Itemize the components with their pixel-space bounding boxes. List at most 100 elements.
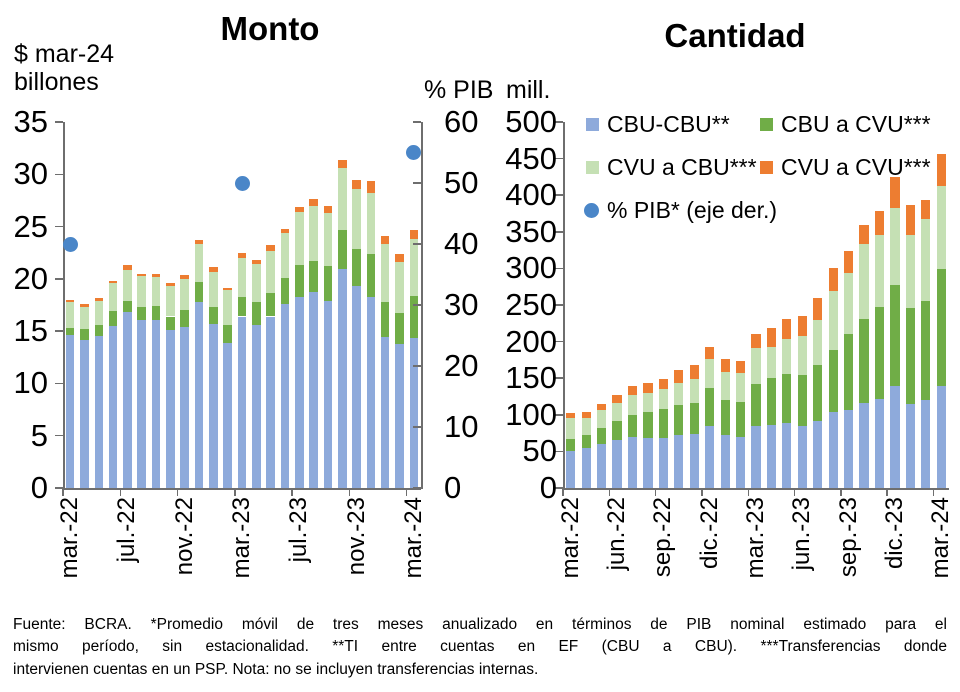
bar-segment xyxy=(137,307,147,320)
bar-segment xyxy=(123,265,132,271)
bar-segment xyxy=(94,336,104,488)
x-axis-category-label: mar.-24 xyxy=(927,497,955,579)
bar-segment xyxy=(674,434,684,488)
legend-item: CVU a CBU*** xyxy=(586,153,757,181)
bar-segment xyxy=(813,420,823,488)
bar-segment xyxy=(720,371,730,401)
axis-tick xyxy=(55,382,63,385)
bar-segment xyxy=(658,378,668,390)
bar-segment xyxy=(936,186,946,270)
bar-segment xyxy=(751,425,761,488)
x-axis-category-label: nov.-23 xyxy=(342,497,370,576)
pib-dot xyxy=(62,236,78,252)
axis-tick xyxy=(62,488,64,496)
bar-segment xyxy=(890,208,900,285)
bar-segment xyxy=(643,411,653,439)
bar-segment xyxy=(294,206,304,212)
x-axis-line xyxy=(63,488,421,490)
bar-segment xyxy=(905,205,915,235)
x-axis-category-label: nov.-22 xyxy=(170,497,198,576)
axis-tick-label: 60 xyxy=(444,104,479,139)
axis-tick-label: 20 xyxy=(444,348,479,383)
bar-segment xyxy=(766,378,777,426)
x-axis-category-label: sep.-23 xyxy=(834,497,862,578)
bar-segment xyxy=(859,244,869,319)
axis-tick-label: 50 xyxy=(444,165,479,200)
bar-segment xyxy=(166,330,175,488)
axis-tick-label: 50 xyxy=(522,433,557,469)
axis-tick xyxy=(55,278,63,280)
bar-segment xyxy=(94,324,104,337)
bar-segment xyxy=(123,270,132,301)
bar-segment xyxy=(859,403,869,488)
axis-tick xyxy=(701,488,703,496)
axis-tick xyxy=(555,487,563,489)
bar-segment xyxy=(581,435,591,448)
bar-segment xyxy=(874,211,885,235)
axis-tick xyxy=(555,304,563,306)
bar-segment xyxy=(797,374,807,426)
bar-segment xyxy=(166,286,175,317)
bar-segment xyxy=(280,303,290,488)
bar-segment xyxy=(352,286,361,488)
x-axis-category-label: dic.-22 xyxy=(695,497,723,570)
bar-segment xyxy=(797,336,807,375)
axis-tick xyxy=(555,194,563,196)
axis-tick xyxy=(555,231,563,233)
bar-segment xyxy=(309,199,318,206)
bar-segment xyxy=(735,436,746,488)
bar-segment xyxy=(905,234,915,308)
legend-item: % PIB* (eje der.) xyxy=(584,196,777,224)
bar-segment xyxy=(80,303,89,308)
bar-segment xyxy=(209,323,218,488)
axis-tick xyxy=(55,225,63,228)
bar-segment xyxy=(166,283,175,287)
legend-swatch-cbu-cbu xyxy=(586,117,599,131)
bar-segment xyxy=(766,425,777,488)
y-axis-unit-monto-line1: $ mar-24 xyxy=(14,40,115,68)
axis-tick xyxy=(793,488,796,496)
axis-tick xyxy=(405,488,408,496)
bar-segment xyxy=(395,313,404,344)
bar-segment xyxy=(409,338,419,488)
bar-segment xyxy=(280,277,290,304)
axis-tick xyxy=(234,488,236,496)
bar-segment xyxy=(237,252,247,258)
axis-tick xyxy=(291,488,293,496)
bar-segment xyxy=(266,245,275,251)
bar-segment xyxy=(366,180,376,194)
bar-segment xyxy=(874,234,885,308)
bar-segment xyxy=(180,326,189,488)
bar-segment xyxy=(409,239,419,296)
bar-segment xyxy=(890,284,900,387)
axis-tick xyxy=(555,377,563,379)
x-axis-category-label: mar.-23 xyxy=(742,497,769,579)
axis-tick xyxy=(119,488,122,496)
legend-swatch-cbu-a-cvu xyxy=(760,117,773,131)
axis-tick-label: 15 xyxy=(13,313,48,349)
bar-segment xyxy=(366,296,376,488)
chart-title-monto: Monto xyxy=(220,10,320,47)
bar-segment xyxy=(380,244,390,302)
bar-segment xyxy=(751,384,761,426)
x-axis-category-label: mar.-24 xyxy=(399,497,427,579)
bar-segment xyxy=(735,373,746,402)
legend-label: CBU a CVU*** xyxy=(781,110,931,137)
axis-tick xyxy=(55,173,63,176)
bar-segment xyxy=(566,438,576,451)
bar-segment xyxy=(612,403,622,421)
bar-segment xyxy=(921,199,931,220)
bar-segment xyxy=(151,319,161,488)
bar-segment xyxy=(252,264,261,302)
legend-swatch-cvu-a-cvu xyxy=(760,160,773,174)
axis-tick xyxy=(932,488,935,496)
axis-tick-label: 5 xyxy=(30,417,48,453)
bar-segment xyxy=(720,359,730,372)
bar-segment xyxy=(108,325,118,488)
x-axis-category-label: mar.-22 xyxy=(56,497,84,579)
legend-marker-pib-dot xyxy=(584,202,599,218)
bar-segment xyxy=(108,311,118,326)
bar-segment xyxy=(581,411,591,418)
y2-axis-unit-pib: % PIB xyxy=(424,76,494,104)
